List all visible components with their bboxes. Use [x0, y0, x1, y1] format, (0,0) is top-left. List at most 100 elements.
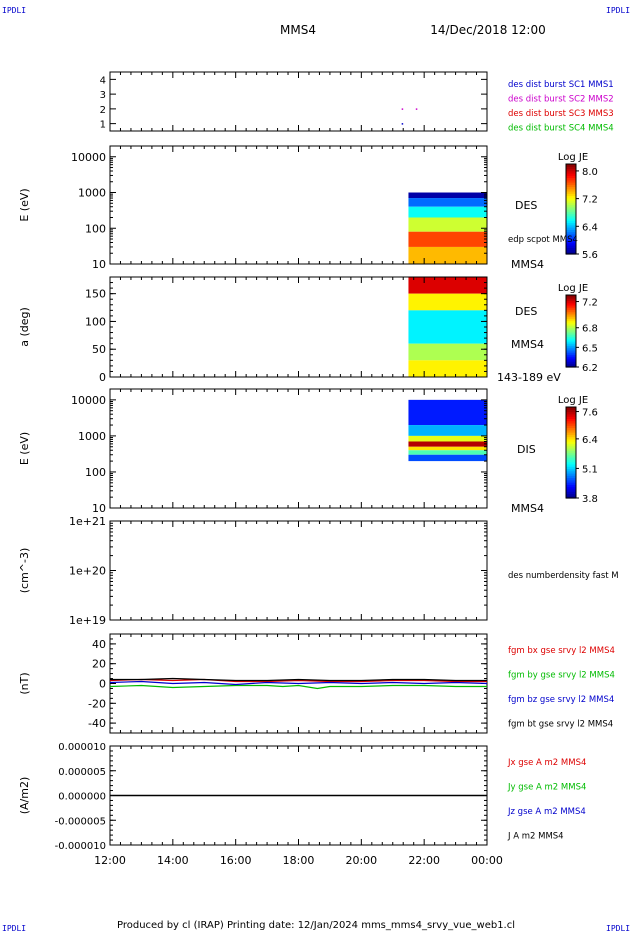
- panel-label-des-pitch: DES: [515, 305, 537, 318]
- colorbar-tick-label-2: 6.2: [582, 363, 598, 374]
- colorbar-cell-1: [566, 204, 576, 208]
- colorbar-cell-2: [566, 365, 576, 368]
- colorbar-cell-1: [566, 202, 576, 206]
- colorbar-cell-2: [566, 316, 576, 319]
- colorbar-cell-2: [566, 329, 576, 332]
- spectrogram-band-3: [408, 425, 487, 436]
- colorbar-cell-2: [566, 336, 576, 339]
- colorbar-cell-2: [566, 334, 576, 337]
- y-tick-label-6: 0.000005: [58, 767, 106, 778]
- legend-entry-fgm-3: fgm bz gse srvy l2 MMS4: [508, 695, 614, 705]
- colorbar-cell-1: [566, 193, 576, 197]
- colorbar-cell-2: [566, 341, 576, 345]
- colorbar-tick-label-1: 7.2: [582, 195, 598, 206]
- corner-label-top-right: IPDLI: [606, 6, 630, 15]
- legend-entry-current-2: Jy gse A m2 MMS4: [507, 783, 586, 793]
- colorbar-cell-3: [566, 493, 576, 497]
- colorbar-cell-3: [566, 429, 576, 433]
- spectrogram-band-3: [408, 446, 487, 451]
- colorbar-title-2: Log JE: [558, 283, 588, 294]
- legend-entry-burst-2: des dist burst SC2 MMS2: [508, 95, 614, 105]
- y-tick-label-6: -0.000005: [55, 816, 106, 827]
- y-tick-label-2: 50: [92, 343, 106, 356]
- colorbar-cell-3: [566, 427, 576, 431]
- colorbar-title-1: Log JE: [558, 152, 588, 163]
- panel-label-dis: DIS: [517, 443, 536, 456]
- y-tick-label-6: 0.000010: [58, 742, 106, 753]
- colorbar-cell-2: [566, 327, 576, 330]
- colorbar-cell-1: [566, 249, 576, 253]
- x-tick-label: 14:00: [157, 854, 189, 867]
- colorbar-cell-3: [566, 472, 576, 476]
- spectrogram-band-1: [408, 231, 487, 247]
- header-spacecraft: MMS4: [280, 23, 316, 37]
- colorbar-frame-2: [565, 294, 577, 368]
- colorbar-cell-3: [566, 468, 576, 472]
- colorbar-cell-1: [566, 220, 576, 224]
- colorbar-cell-2: [566, 307, 576, 310]
- colorbar-cell-3: [566, 447, 576, 451]
- colorbar-cell-2: [566, 349, 576, 352]
- y-tick-label-5: 0: [99, 678, 106, 691]
- colorbar-cell-3: [566, 432, 576, 435]
- colorbar-cell-3: [566, 491, 576, 495]
- burst-point: [401, 108, 404, 110]
- colorbar-cell-1: [566, 224, 576, 228]
- spectrogram-band-3: [408, 435, 487, 442]
- colorbar-tick-label-1: 5.6: [582, 250, 598, 261]
- y-tick-label-5: -40: [88, 717, 106, 730]
- panels: 4 3 2 1 des dist burst SC1 MMS1 des dist burs…: [18, 71, 619, 867]
- colorbar-cell-3: [566, 452, 576, 456]
- colorbar-cell-3: [566, 470, 576, 474]
- series-line-b2: [109, 680, 488, 686]
- colorbar-cell-3: [566, 457, 576, 460]
- colorbar-cell-1: [566, 247, 576, 251]
- y-axis-label-4: (cm^-3): [18, 548, 31, 594]
- colorbar-cell-3: [566, 422, 576, 426]
- colorbar-cell-2: [566, 331, 576, 334]
- colorbar-cell-3: [566, 466, 576, 470]
- colorbar-cell-1: [566, 206, 576, 210]
- y-axis-label-2: a (deg): [18, 307, 31, 347]
- colorbar-cell-2: [566, 296, 576, 300]
- spectrogram-band-2: [408, 293, 487, 311]
- colorbar-cell-1: [566, 245, 576, 248]
- y-tick-label-2: 0: [99, 371, 106, 384]
- colorbar-cell-3: [566, 441, 576, 444]
- colorbar-cell-1: [566, 233, 576, 237]
- colorbar-cell-2: [566, 338, 576, 341]
- corner-label-bottom-left: IPDLI: [2, 924, 27, 933]
- y-tick-label-5: -20: [88, 697, 106, 710]
- spectrogram-band-2: [408, 343, 487, 361]
- y-tick-label-2: 100: [85, 315, 106, 328]
- x-tick-label: 00:00: [471, 854, 503, 867]
- spectrogram-band-3: [408, 441, 487, 447]
- burst-point: [401, 123, 404, 125]
- colorbar-cell-3: [566, 477, 576, 481]
- colorbar-cell-3: [566, 418, 576, 422]
- colorbar-cell-2: [566, 300, 576, 303]
- spectrogram-band-2: [408, 310, 487, 344]
- colorbar-cell-2: [566, 363, 576, 366]
- y-tick-label-1: 10000: [71, 151, 106, 164]
- colorbar-cell-3: [566, 413, 576, 417]
- colorbar-cell-2: [566, 340, 576, 343]
- colorbar-cell-1: [566, 186, 576, 190]
- y-tick-label-1: 100: [85, 222, 106, 235]
- spectrogram-band-2: [408, 277, 487, 294]
- panel-frame-4: [109, 520, 488, 621]
- footer: Produced by cl (IRAP) Printing date: 12/…: [117, 920, 515, 931]
- colorbar-cell-1: [566, 184, 576, 188]
- spectrogram-band-1: [408, 206, 487, 218]
- colorbar-cell-2: [566, 332, 576, 336]
- colorbar-cell-2: [566, 323, 576, 327]
- x-tick-label: 16:00: [220, 854, 252, 867]
- y-tick-label-2: 150: [85, 288, 106, 301]
- spectrogram-band-3: [408, 399, 487, 426]
- colorbar-cell-2: [566, 304, 576, 307]
- colorbar-cell-2: [566, 347, 576, 350]
- colorbar-cell-1: [566, 166, 576, 170]
- colorbar-cell-1: [566, 229, 576, 233]
- legend-entry-fgm-4: fgm bt gse srvy l2 MMS4: [508, 720, 613, 730]
